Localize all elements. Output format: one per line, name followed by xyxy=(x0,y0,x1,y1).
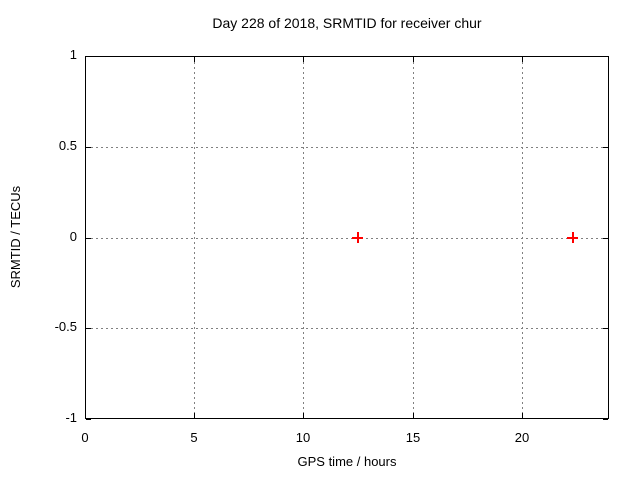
tick-mark-right xyxy=(603,328,608,329)
tick-mark-bottom xyxy=(194,413,195,418)
data-point-marker xyxy=(352,232,364,243)
grid-line-vertical xyxy=(522,57,523,418)
tick-mark-top xyxy=(413,57,414,62)
tick-mark-right xyxy=(603,56,608,57)
tick-mark-left xyxy=(86,419,91,420)
tick-mark-left xyxy=(86,328,91,329)
x-tick-label: 10 xyxy=(295,430,311,445)
chart-title: Day 228 of 2018, SRMTID for receiver chu… xyxy=(212,15,482,31)
x-tick-label: 5 xyxy=(190,430,198,445)
tick-mark-left xyxy=(86,56,91,57)
tick-mark-bottom xyxy=(413,413,414,418)
tick-mark-top xyxy=(522,57,523,62)
grid-line-horizontal xyxy=(86,328,608,329)
y-tick-label: 0 xyxy=(69,229,77,244)
tick-mark-top xyxy=(85,57,86,62)
plot-area xyxy=(85,56,609,419)
tick-mark-bottom xyxy=(522,413,523,418)
y-tick-label: -0.5 xyxy=(54,319,77,334)
tick-mark-left xyxy=(86,147,91,148)
data-point-marker xyxy=(567,232,579,243)
grid-line-horizontal xyxy=(86,238,608,239)
grid-line-horizontal xyxy=(86,147,608,148)
x-tick-label: 15 xyxy=(405,430,421,445)
tick-mark-bottom xyxy=(303,413,304,418)
y-tick-label: -1 xyxy=(65,410,77,425)
tick-mark-right xyxy=(603,238,608,239)
grid-line-vertical xyxy=(303,57,304,418)
tick-mark-bottom xyxy=(85,413,86,418)
grid-line-vertical xyxy=(413,57,414,418)
x-tick-label: 20 xyxy=(514,430,530,445)
y-tick-label: 0.5 xyxy=(58,138,77,153)
tick-mark-left xyxy=(86,238,91,239)
y-tick-label: 1 xyxy=(69,47,77,62)
tick-mark-right xyxy=(603,147,608,148)
tick-mark-top xyxy=(303,57,304,62)
x-tick-label: 0 xyxy=(81,430,89,445)
tick-mark-right xyxy=(603,419,608,420)
tick-mark-top xyxy=(194,57,195,62)
grid-line-vertical xyxy=(194,57,195,418)
x-axis-label: GPS time / hours xyxy=(297,454,397,469)
